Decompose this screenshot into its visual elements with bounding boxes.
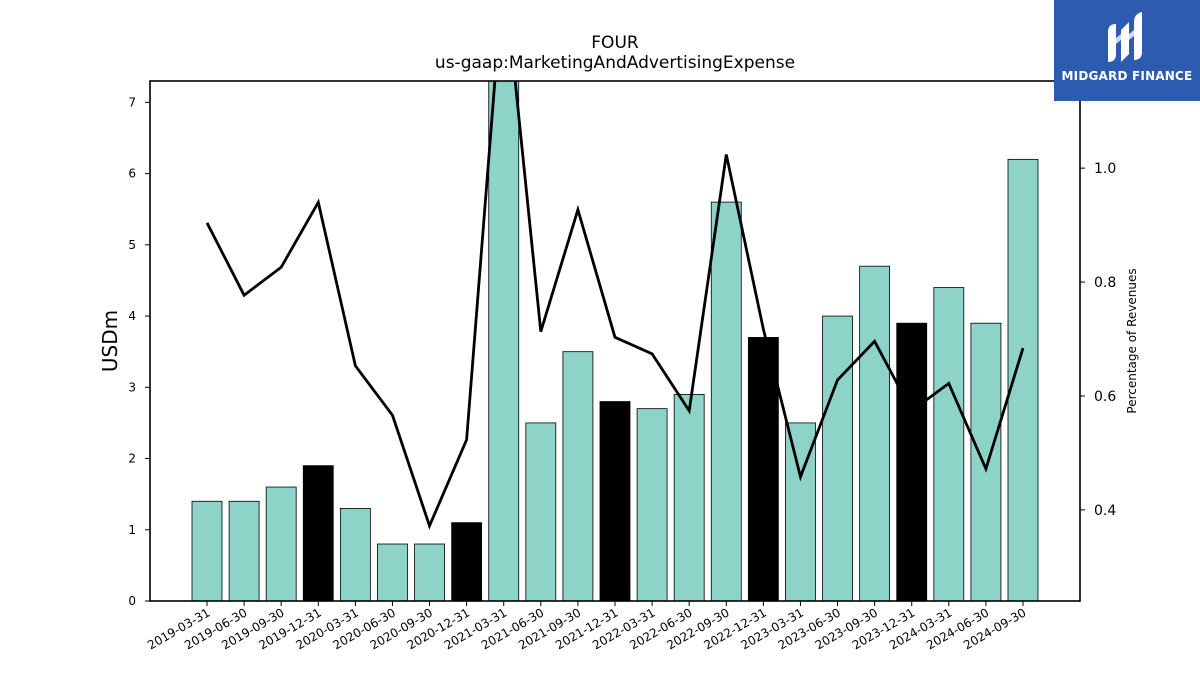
y-tick-label-right: 0.8	[1094, 275, 1116, 291]
y-tick-label-left: 5	[128, 238, 136, 252]
bar-2022-06-30	[673, 394, 705, 602]
line-series	[205, 81, 1025, 530]
y-axis-label-right: Percentage of Revenues	[1125, 268, 1139, 413]
bar-2022-12-31	[747, 337, 779, 602]
bar-2022-09-30	[710, 201, 742, 602]
x-axis: 2019-03-312019-06-302019-09-302019-12-31…	[145, 601, 1029, 652]
y-tick-label-right: 1.0	[1094, 161, 1116, 177]
bar-2021-03-31	[488, 80, 520, 602]
y-tick-label-left: 3	[128, 380, 136, 394]
bar-2020-12-31	[451, 522, 483, 602]
bar-2022-03-31	[636, 408, 668, 602]
logo-mark-icon	[1108, 12, 1142, 62]
bar-2021-09-30	[562, 351, 594, 602]
y-tick-label-left: 1	[128, 523, 136, 537]
bar-2020-03-31	[339, 507, 371, 602]
bar-2019-09-30	[265, 486, 297, 602]
y-tick-label-left: 2	[128, 452, 136, 466]
bar-2019-03-31	[191, 500, 223, 602]
y-tick-label-right: 0.4	[1094, 503, 1116, 519]
y-tick-label-left: 0	[128, 594, 136, 608]
bar-2019-12-31	[302, 465, 334, 602]
bar-2020-06-30	[377, 543, 408, 602]
bar-2019-06-30	[228, 500, 260, 602]
bar-series	[191, 80, 1039, 602]
y-axis-label-left: USDm	[98, 310, 122, 372]
chart-title: FOUR	[591, 33, 639, 53]
bar-2021-06-30	[525, 422, 557, 602]
chart-subtitle: us-gaap:MarketingAndAdvertisingExpense	[435, 53, 795, 73]
bar-2023-12-31	[896, 322, 928, 602]
left-y-axis: 0 1 2 3 4 5 6 7	[128, 95, 150, 608]
bar-2023-06-30	[822, 315, 853, 602]
y-tick-label-right: 0.6	[1094, 389, 1116, 405]
bar-2023-09-30	[859, 265, 891, 602]
y-tick-label-left: 7	[128, 95, 136, 109]
percentage-of-revenues-line	[205, 81, 1025, 530]
bar-2020-09-30	[414, 543, 445, 602]
bar-2021-12-31	[599, 401, 631, 602]
right-y-axis: 0.4 0.6 0.8 1.0	[1080, 161, 1116, 519]
y-tick-label-left: 4	[128, 309, 136, 323]
logo-text: MIDGARD FINANCE	[1061, 69, 1193, 83]
midgard-finance-logo: MIDGARD FINANCE	[1054, 0, 1200, 101]
y-tick-label-left: 6	[128, 167, 136, 181]
bar-2024-06-30	[970, 322, 1002, 602]
bar-2024-03-31	[933, 287, 965, 602]
